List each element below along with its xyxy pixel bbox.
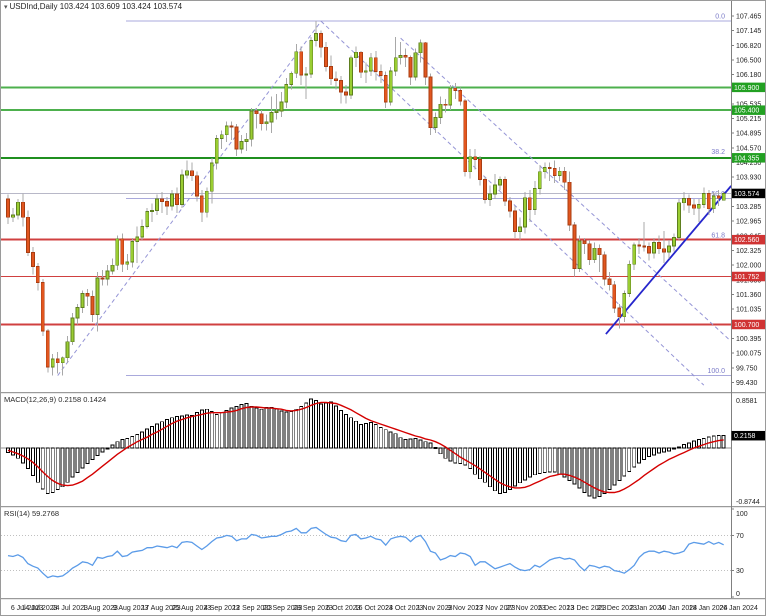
svg-text:100.0: 100.0 [707,368,725,375]
svg-text:6 Jul 2023: 6 Jul 2023 [11,605,43,612]
svg-text:26 Jan 2024: 26 Jan 2024 [719,605,758,612]
pane-separators[interactable] [1,1,766,600]
svg-text:17 Aug 2023: 17 Aug 2023 [141,605,180,612]
svg-text:102.325: 102.325 [736,248,761,255]
svg-text:102.965: 102.965 [736,219,761,226]
svg-text:28 Sep 2023: 28 Sep 2023 [293,605,333,612]
svg-text:17 Nov 2023: 17 Nov 2023 [476,605,516,612]
svg-text:38.2: 38.2 [711,149,725,156]
ohlc-values: 103.424 103.609 103.424 103.574 [59,2,183,11]
svg-text:0: 0 [736,591,740,598]
svg-text:25 Aug 2023: 25 Aug 2023 [172,605,211,612]
price-axis[interactable]: 107.465 107.145 106.820 106.500 106.180 105.5… [731,14,761,387]
svg-text:6 Oct 2023: 6 Oct 2023 [326,605,360,612]
symbol-dropdown-icon[interactable]: ▾ [4,4,8,11]
svg-text:103.930: 103.930 [736,175,761,182]
svg-text:12 Sep 2023: 12 Sep 2023 [232,605,272,612]
svg-text:61.8: 61.8 [711,233,725,240]
svg-text:104.250: 104.250 [736,160,761,167]
svg-text:4 Sep 2023: 4 Sep 2023 [204,605,240,612]
svg-text:9 Nov 2023: 9 Nov 2023 [447,605,483,612]
svg-text:27 Nov 2023: 27 Nov 2023 [506,605,546,612]
rsi-axis[interactable]: 100 70 30 0 [731,508,748,598]
svg-text:104.570: 104.570 [736,146,761,153]
rsi-value: 59.2768 [31,509,60,518]
svg-text:0.8581: 0.8581 [736,398,758,405]
svg-text:99.430: 99.430 [736,380,758,387]
svg-text:2 Jan 2024: 2 Jan 2024 [630,605,665,612]
macd-indicator-label: MACD(12,26,9) 0.2158 0.1424 [4,395,106,404]
symbol-period-label: USDInd,Daily [9,2,58,11]
macd-values: 0.2158 0.1424 [58,395,107,404]
rsi-name: RSI(14) [4,509,30,518]
svg-text:1 Aug 2023: 1 Aug 2023 [82,605,118,612]
svg-text:13 Dec 2023: 13 Dec 2023 [567,605,607,612]
rsi-pane [1,526,731,579]
svg-text:103.574: 103.574 [734,191,759,198]
svg-text:107.465: 107.465 [736,14,761,21]
svg-text:30: 30 [736,568,744,575]
svg-text:20 Sep 2023: 20 Sep 2023 [263,605,303,612]
svg-text:21 Dec 2023: 21 Dec 2023 [597,605,637,612]
svg-text:10 Jan 2024: 10 Jan 2024 [659,605,698,612]
macd-axis[interactable]: 0.8581 -0.8744 0.2158 [731,398,766,506]
svg-text:101.035: 101.035 [736,307,761,314]
svg-text:24 Oct 2023: 24 Oct 2023 [385,605,423,612]
svg-text:106.500: 106.500 [736,58,761,65]
rsi-line [7,526,724,579]
svg-text:100.395: 100.395 [736,336,761,343]
svg-text:105.215: 105.215 [736,116,761,123]
svg-text:103.285: 103.285 [736,204,761,211]
svg-text:1 Nov 2023: 1 Nov 2023 [417,605,453,612]
svg-text:24 Jul 2023: 24 Jul 2023 [52,605,88,612]
svg-text:106.820: 106.820 [736,43,761,50]
horizontal-levels[interactable] [1,86,731,326]
fib-baseline [57,20,322,376]
rsi-indicator-label: RSI(14) 59.2768 [4,509,59,518]
svg-text:102.560: 102.560 [734,237,759,244]
svg-text:104.895: 104.895 [736,131,761,138]
chart-title: ▾ USDInd,Daily 103.424 103.609 103.424 10… [4,2,182,11]
svg-text:102.000: 102.000 [736,263,761,270]
svg-text:5 Dec 2023: 5 Dec 2023 [538,605,574,612]
price-tags: 105.900 105.400 104.355 102.560 101.752 100.7… [731,82,765,330]
svg-text:106.180: 106.180 [736,72,761,79]
svg-text:105.900: 105.900 [734,85,759,92]
svg-text:0.2158: 0.2158 [734,433,756,440]
svg-text:14 Jul 2023: 14 Jul 2023 [21,605,57,612]
svg-text:9 Aug 2023: 9 Aug 2023 [113,605,149,612]
svg-text:101.752: 101.752 [734,274,759,281]
svg-text:16 Oct 2023: 16 Oct 2023 [355,605,393,612]
svg-text:101.360: 101.360 [736,292,761,299]
macd-pane [1,398,731,499]
macd-signal-line [7,401,724,494]
svg-text:-0.8744: -0.8744 [736,499,760,506]
svg-text:18 Jan 2024: 18 Jan 2024 [689,605,728,612]
svg-text:100.075: 100.075 [736,350,761,357]
trendlines[interactable] [57,20,732,386]
svg-text:100: 100 [736,511,748,518]
svg-text:100.700: 100.700 [734,322,759,329]
svg-text:105.400: 105.400 [734,108,759,115]
svg-text:107.145: 107.145 [736,28,761,35]
candles-layer [6,21,726,376]
downtrend-apex [320,20,705,386]
uptrend-solid [605,185,732,335]
svg-text:104.355: 104.355 [734,155,759,162]
svg-text:70: 70 [736,533,744,540]
svg-text:0.0: 0.0 [715,14,725,21]
macd-name: MACD(12,26,9) [4,395,57,404]
svg-text:99.750: 99.750 [736,365,758,372]
svg-text:105.535: 105.535 [736,102,761,109]
